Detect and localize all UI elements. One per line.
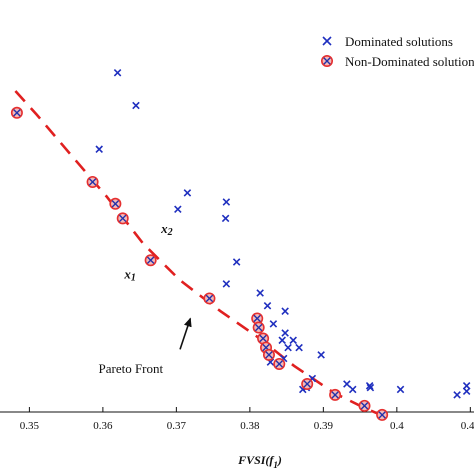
non-dominated-point	[86, 175, 99, 188]
annotations-layer: x2 x1 Pareto Front	[98, 221, 192, 376]
legend-marker-dominated	[322, 36, 332, 46]
dominated-point	[295, 343, 303, 352]
x-axis-title-sub: 1	[273, 460, 278, 470]
x-axis-title-close: )	[277, 453, 282, 467]
x-tick-label: 0.41	[461, 420, 474, 432]
dominated-point	[365, 382, 374, 390]
x-tick-label: 0.36	[93, 420, 113, 432]
legend-marker-non-dominated	[320, 54, 333, 67]
x-tick-label: 0.35	[20, 420, 40, 432]
dominated-point	[284, 343, 292, 352]
dominated-point	[263, 301, 272, 310]
pareto-front-layer	[14, 90, 391, 420]
annotation-label: x1	[123, 266, 136, 283]
dominated-point	[343, 380, 351, 388]
legend: Dominated solutions Non-Dominated solutio…	[320, 34, 474, 69]
non-dominated-point	[329, 388, 342, 401]
x-tick-label: 0.4	[390, 420, 404, 432]
dominated-point	[462, 387, 471, 396]
non-dominated-point	[116, 212, 129, 225]
non-dominated-point	[252, 321, 265, 334]
non-dominated-point	[358, 399, 371, 412]
dominated-point	[278, 336, 286, 345]
dominated-point	[183, 189, 192, 197]
dominated-point	[113, 68, 122, 77]
legend-label: Non-Dominated solutions	[345, 54, 474, 69]
dominated-point	[256, 289, 264, 297]
dominated-point	[396, 385, 405, 394]
dominated-point	[132, 101, 140, 110]
axes: 0.35 0.36 0.37 0.38 0.39 0.4 0.41	[0, 407, 474, 432]
dominated-point	[222, 198, 231, 206]
non-dominated-point	[273, 357, 286, 370]
x-axis-title: FVSI(f1)	[237, 453, 282, 470]
dominated-point	[281, 329, 289, 337]
pareto-front-arrow	[179, 317, 192, 350]
dominated-point	[289, 336, 297, 345]
annotation-label: x2	[160, 221, 173, 238]
non-dominated-point	[10, 106, 23, 119]
dominated-point	[174, 205, 182, 214]
dominated-point	[281, 307, 289, 315]
dominated-point	[232, 258, 241, 266]
x-tick-label: 0.38	[240, 420, 260, 432]
non-dominated-point	[144, 254, 157, 267]
dominated-point	[222, 280, 231, 288]
x-axis-title-main: FVSI(f	[237, 453, 274, 467]
pareto-front-line	[14, 90, 391, 420]
non-dominated-point	[262, 348, 275, 361]
non-dominated-point	[203, 292, 216, 305]
x-tick-label: 0.37	[167, 420, 187, 432]
non-dominated-point	[301, 377, 314, 390]
non-dominated-point	[376, 408, 389, 421]
dominated-point	[95, 145, 103, 153]
dominated-point	[453, 391, 461, 399]
annotation-label: Pareto Front	[98, 361, 163, 376]
dominated-point	[317, 351, 325, 359]
non-dominated-point	[257, 332, 270, 345]
non-dominated-point	[251, 312, 264, 325]
non-dominated-point	[109, 197, 122, 210]
dominated-point	[348, 385, 357, 394]
dominated-point	[221, 214, 230, 223]
legend-label: Dominated solutions	[345, 34, 453, 49]
x-tick-label: 0.39	[314, 420, 334, 432]
dominated-point	[462, 382, 471, 390]
points-layer	[10, 68, 471, 421]
dominated-point	[269, 320, 278, 328]
